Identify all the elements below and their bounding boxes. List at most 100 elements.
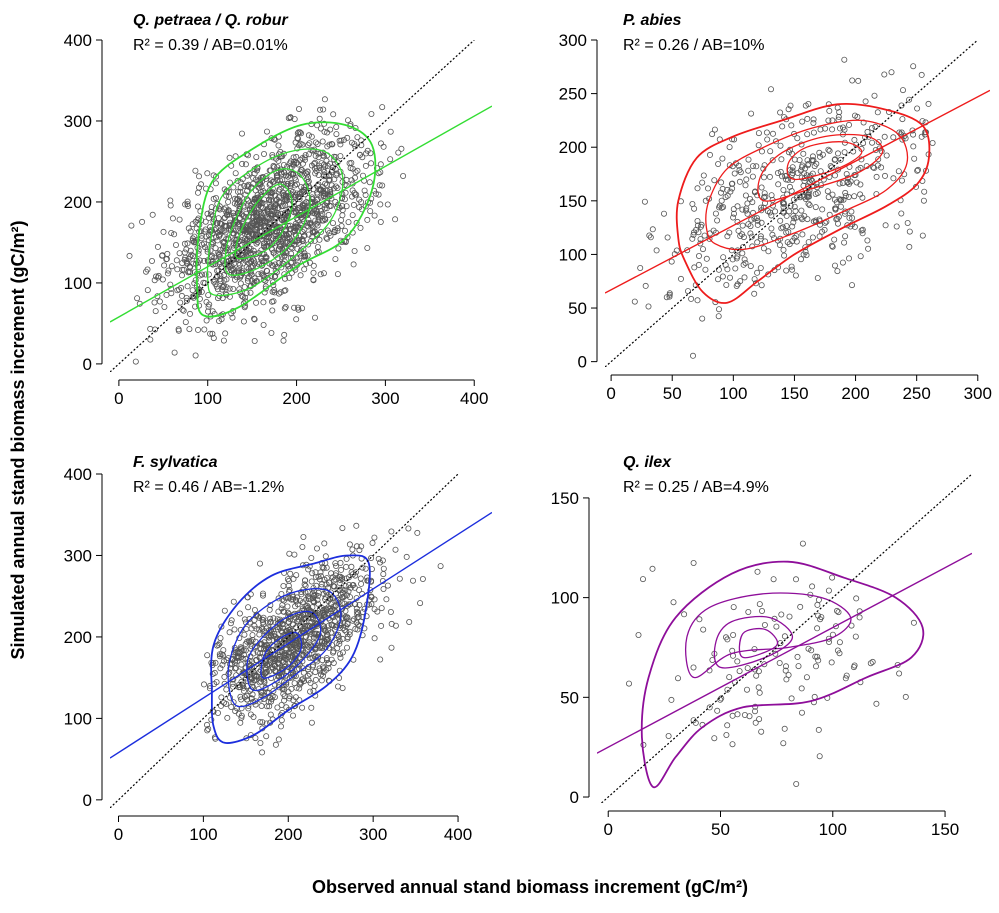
data-point: [218, 694, 225, 701]
data-point: [246, 260, 253, 267]
data-point: [883, 152, 890, 159]
data-point: [851, 662, 858, 669]
panel-title: Q. petraea / Q. robur: [133, 12, 288, 29]
data-point: [860, 140, 867, 147]
data-point: [334, 271, 341, 278]
data-point: [212, 180, 219, 187]
data-point: [336, 640, 343, 647]
data-point: [155, 272, 162, 279]
data-point: [218, 623, 225, 630]
data-point: [210, 708, 217, 715]
data-point: [902, 693, 909, 700]
data-point: [910, 619, 917, 626]
data-point: [752, 719, 759, 726]
data-point: [898, 210, 905, 217]
data-point: [242, 226, 249, 233]
data-point: [803, 674, 810, 681]
data-point: [846, 214, 853, 221]
data-point: [278, 717, 285, 724]
data-point: [890, 134, 897, 141]
x-tick-label: 0: [114, 825, 123, 844]
data-point: [729, 256, 736, 263]
data-point: [251, 315, 258, 322]
data-point: [232, 252, 239, 259]
data-point: [228, 704, 235, 711]
data-point: [387, 156, 394, 163]
data-point: [152, 308, 159, 315]
data-point: [789, 266, 796, 273]
data-point: [235, 221, 242, 228]
data-point: [873, 700, 880, 707]
data-point: [344, 117, 351, 124]
data-point: [673, 247, 680, 254]
data-point: [302, 633, 309, 640]
data-point: [251, 672, 258, 679]
data-point: [237, 693, 244, 700]
data-point: [325, 627, 332, 634]
data-point: [230, 598, 237, 605]
data-point: [195, 173, 202, 180]
data-point: [280, 260, 287, 267]
data-point: [210, 335, 217, 342]
y-tick-label: 100: [559, 245, 587, 264]
data-point: [308, 133, 315, 140]
data-point: [314, 592, 321, 599]
data-point: [327, 126, 334, 133]
data-point: [711, 735, 718, 742]
data-point: [354, 167, 361, 174]
data-point: [779, 199, 786, 206]
data-point: [825, 146, 832, 153]
regression-line: [110, 511, 492, 759]
data-point: [745, 156, 752, 163]
data-point: [230, 699, 237, 706]
data-point: [292, 177, 299, 184]
data-point: [697, 236, 704, 243]
data-point: [265, 197, 272, 204]
data-point: [299, 305, 306, 312]
data-point: [312, 217, 319, 224]
data-point: [296, 685, 303, 692]
data-point: [690, 231, 697, 238]
data-point: [825, 587, 832, 594]
data-point: [257, 228, 264, 235]
data-point: [220, 647, 227, 654]
data-point: [214, 710, 221, 717]
data-point: [293, 255, 300, 262]
data-point: [290, 672, 297, 679]
x-tick-label: 150: [931, 820, 959, 839]
data-point: [299, 155, 306, 162]
panel-stat: R² = 0.39 / AB=0.01%: [133, 37, 288, 54]
data-point: [272, 267, 279, 274]
data-point: [338, 606, 345, 613]
data-point: [904, 219, 911, 226]
data-point: [214, 267, 221, 274]
data-point: [263, 173, 270, 180]
data-point: [326, 141, 333, 148]
data-point: [132, 358, 139, 365]
data-point: [724, 722, 731, 729]
data-point: [234, 177, 241, 184]
data-point: [726, 144, 733, 151]
data-point: [724, 636, 731, 643]
data-point: [780, 740, 787, 747]
data-point: [321, 128, 328, 135]
data-point: [313, 220, 320, 227]
data-point: [299, 704, 306, 711]
data-point: [315, 632, 322, 639]
data-point: [805, 190, 812, 197]
data-point: [763, 129, 770, 136]
data-point: [906, 96, 913, 103]
data-point: [780, 203, 787, 210]
data-point: [649, 226, 656, 233]
data-point: [751, 276, 758, 283]
data-point: [297, 130, 304, 137]
data-point: [714, 707, 721, 714]
data-point: [734, 658, 741, 665]
y-tick-label: 200: [559, 138, 587, 157]
data-point: [245, 604, 252, 611]
data-point: [343, 644, 350, 651]
data-point: [245, 181, 252, 188]
data-point: [829, 242, 836, 249]
data-point: [285, 173, 292, 180]
x-tick-label: 50: [663, 384, 682, 403]
